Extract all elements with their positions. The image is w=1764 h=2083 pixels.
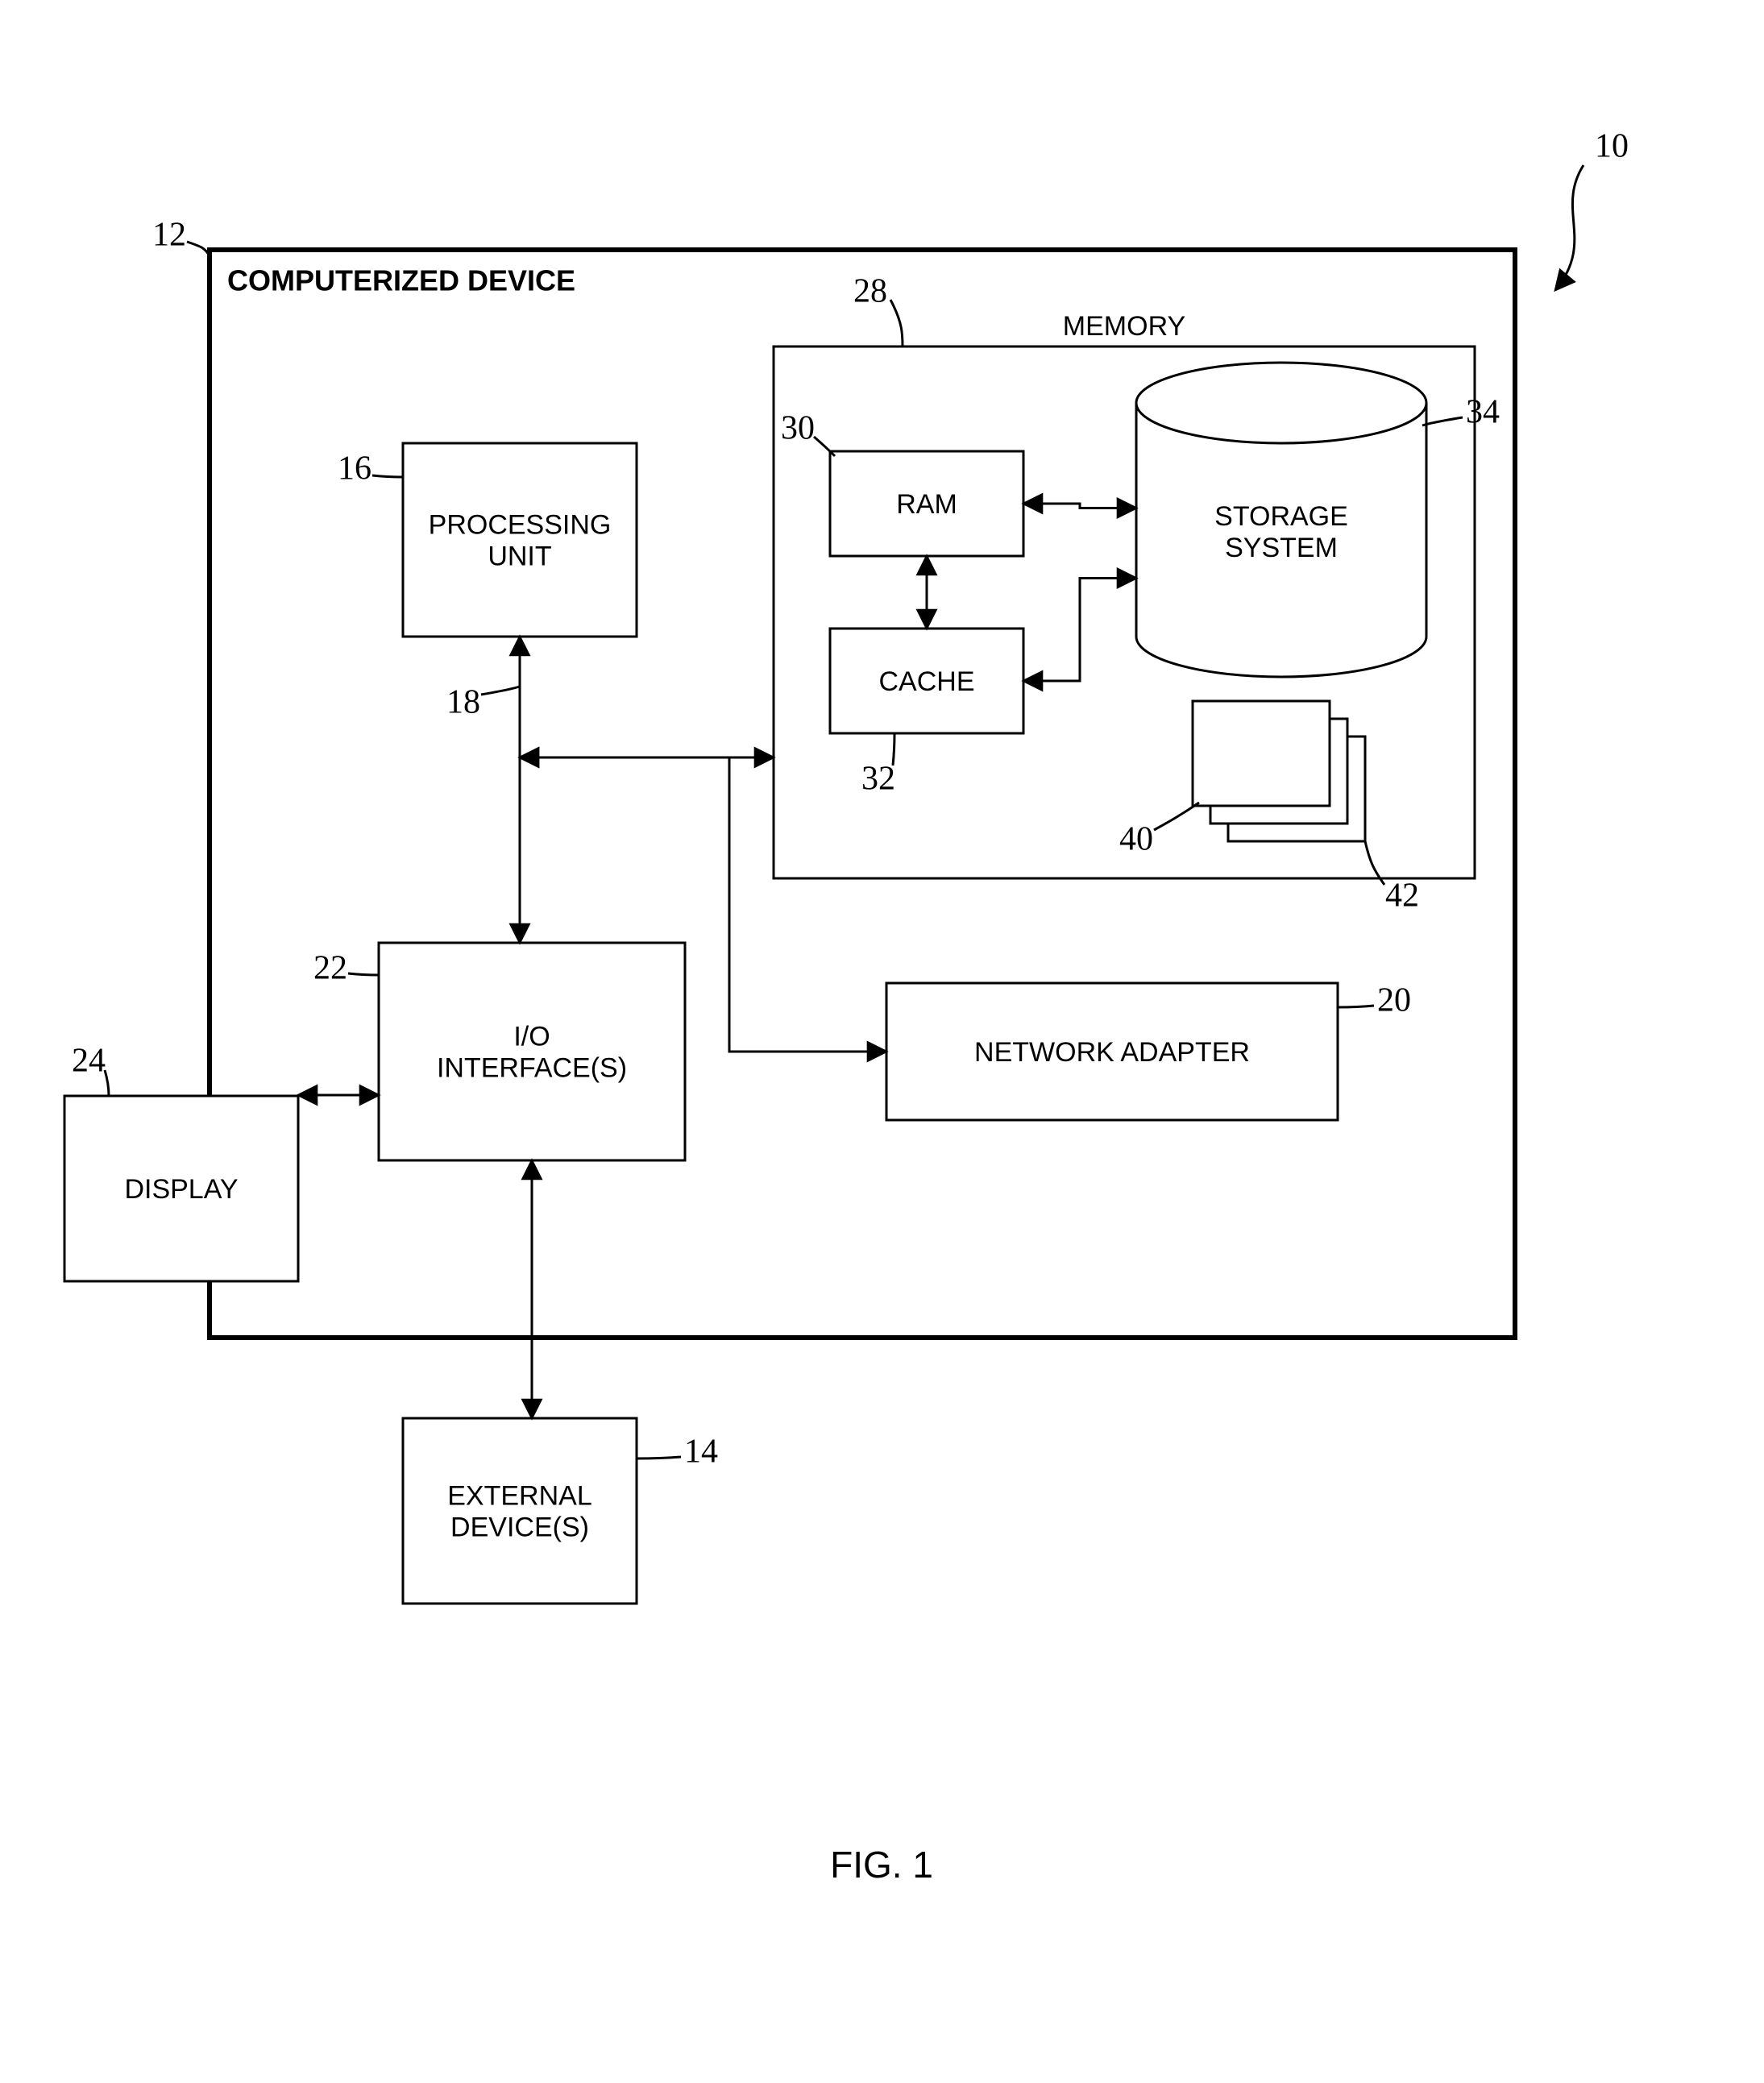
external-devices-label: EXTERNALDEVICE(S)	[447, 1480, 592, 1542]
display-label: DISPLAY	[124, 1174, 238, 1205]
ref-42: 42	[1385, 878, 1419, 915]
ref-12-leader	[187, 242, 210, 256]
program-module-doc	[1193, 701, 1330, 806]
ref-20: 20	[1377, 982, 1411, 1019]
ref-40: 40	[1119, 821, 1153, 858]
ref-22: 22	[313, 950, 347, 987]
ref-10-leader	[1555, 165, 1583, 290]
ref-12: 12	[152, 217, 186, 254]
ref-30: 30	[781, 410, 815, 447]
ref-14: 14	[684, 1434, 718, 1471]
ref-14-leader	[637, 1457, 681, 1459]
ref-32: 32	[861, 761, 895, 798]
ref-34: 34	[1466, 394, 1500, 431]
ram-label: RAM	[896, 489, 957, 520]
ref-10: 10	[1595, 128, 1629, 165]
cache-label: CACHE	[878, 666, 974, 697]
storage-system-top	[1136, 363, 1426, 443]
figure-caption: FIG. 1	[830, 1844, 933, 1886]
memory-label: MEMORY	[1063, 311, 1185, 342]
ref-28: 28	[853, 273, 887, 310]
ref-24-leader	[105, 1070, 109, 1096]
computerized-device-title: COMPUTERIZED DEVICE	[227, 264, 575, 297]
ref-24: 24	[72, 1043, 106, 1080]
network-adapter-label: NETWORK ADAPTER	[974, 1037, 1250, 1068]
ref-16: 16	[338, 450, 371, 488]
ref-18: 18	[446, 684, 480, 721]
storage-system-label: STORAGESYSTEM	[1214, 501, 1348, 563]
